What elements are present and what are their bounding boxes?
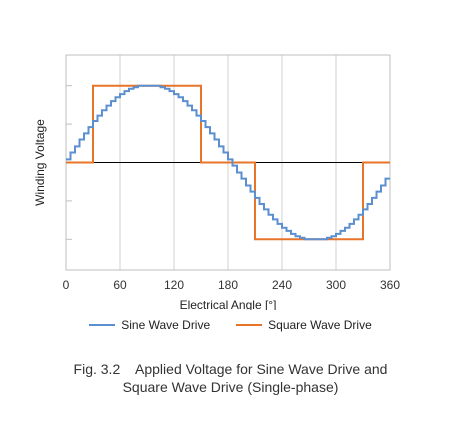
- legend-item-square[interactable]: Square Wave Drive: [236, 318, 372, 332]
- y-axis-title: Winding Voltage: [33, 119, 47, 206]
- legend-label-square: Square Wave Drive: [268, 318, 372, 332]
- x-tick-label: 120: [164, 278, 184, 292]
- legend-swatch-square: [236, 324, 263, 326]
- chart: 0 60 120 180 240 300 360 Electrical Angle [°] …: [33, 54, 401, 310]
- x-tick-label: 180: [218, 278, 238, 292]
- series-sine-wave-drive: [66, 84, 390, 241]
- legend-label-sine: Sine Wave Drive: [121, 318, 211, 332]
- figure-caption: Fig. 3.2 Applied Voltage for Sine Wave D…: [0, 360, 461, 396]
- legend-item-sine[interactable]: Sine Wave Drive: [89, 318, 210, 332]
- x-tick-label: 240: [272, 278, 292, 292]
- x-axis-title: Electrical Angle [°]: [180, 298, 277, 310]
- caption-line-2: Square Wave Drive (Single-phase): [122, 379, 339, 395]
- legend-swatch-sine: [89, 324, 116, 326]
- x-tick-labels: 0 60 120 180 240 300 360: [63, 278, 401, 292]
- x-tick-label: 60: [113, 278, 127, 292]
- caption-line-1: Fig. 3.2 Applied Voltage for Sine Wave D…: [73, 361, 388, 377]
- x-tick-label: 0: [63, 278, 70, 292]
- legend: Sine Wave Drive Square Wave Drive: [0, 318, 461, 332]
- x-tick-label: 300: [326, 278, 346, 292]
- x-tick-label: 360: [380, 278, 400, 292]
